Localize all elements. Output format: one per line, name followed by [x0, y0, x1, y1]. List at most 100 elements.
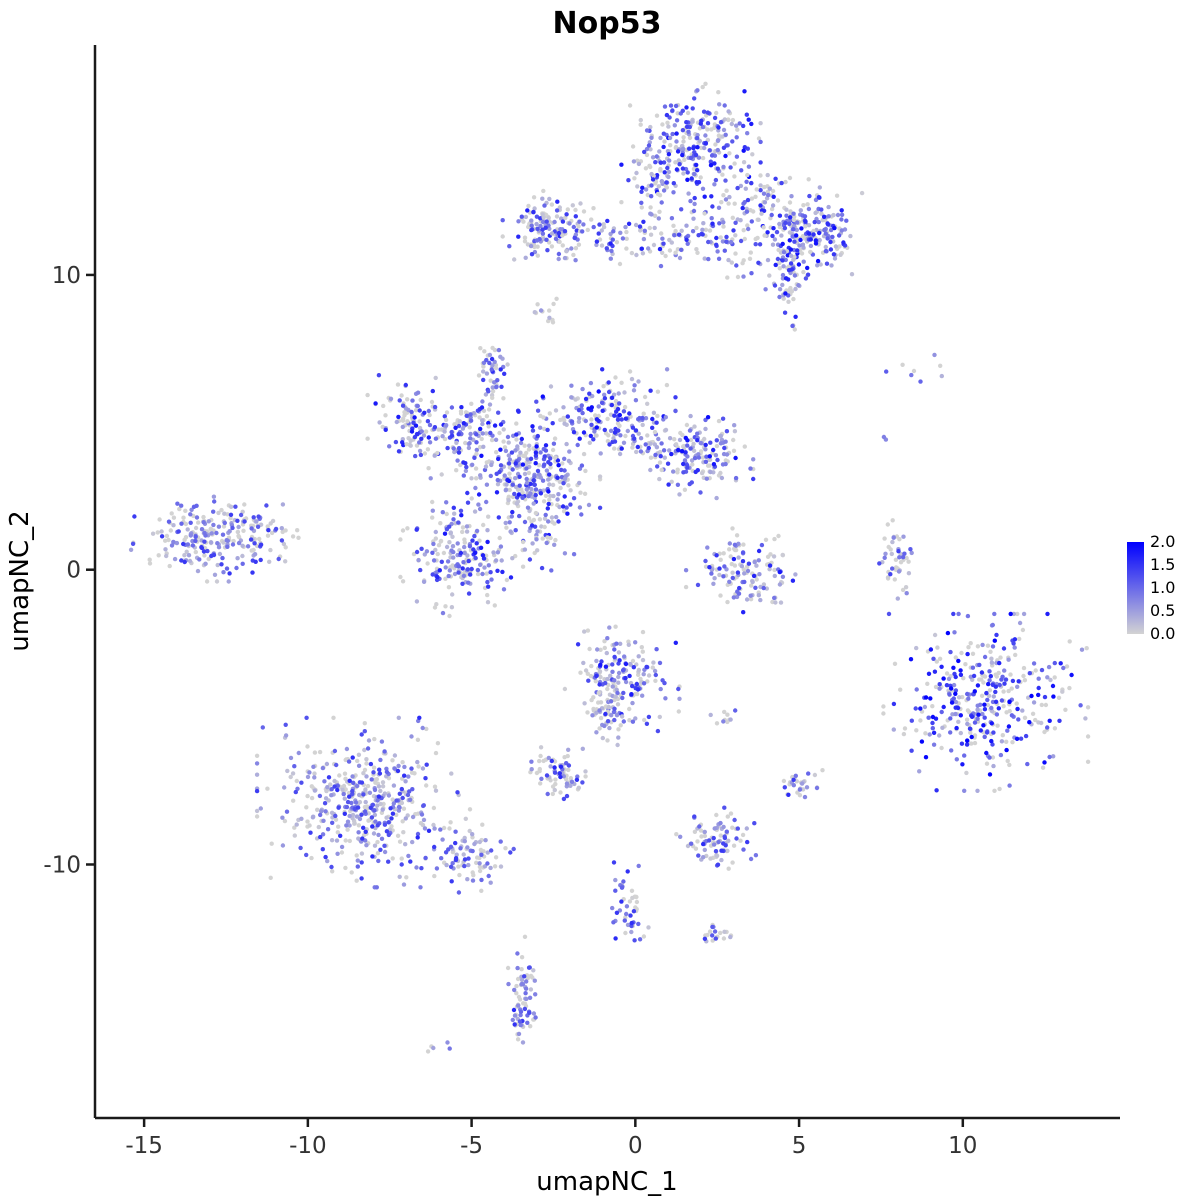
data-point [691, 145, 696, 151]
data-point [548, 465, 553, 470]
data-point [569, 395, 574, 400]
data-point [989, 656, 994, 661]
data-point [741, 610, 746, 615]
data-point [292, 833, 297, 838]
data-point [717, 102, 722, 107]
data-point [726, 257, 731, 263]
data-point [543, 225, 548, 230]
data-point [649, 171, 654, 177]
data-point [290, 534, 296, 539]
data-point [467, 544, 473, 549]
data-point [817, 230, 822, 236]
data-point [449, 405, 455, 410]
data-point [531, 478, 536, 483]
data-point [690, 462, 695, 467]
data-point [525, 1020, 530, 1025]
data-point [522, 1006, 528, 1012]
data-point [712, 182, 717, 187]
data-point [530, 428, 536, 433]
data-point [495, 550, 501, 555]
data-point [467, 425, 472, 430]
data-point [485, 600, 491, 605]
data-point [569, 779, 575, 784]
data-point [507, 487, 512, 493]
data-point [204, 579, 210, 584]
data-point [731, 595, 736, 600]
data-point [431, 541, 436, 547]
data-point [456, 423, 462, 429]
data-point [882, 536, 887, 541]
data-point [738, 238, 744, 244]
data-point [751, 476, 756, 482]
data-point [379, 836, 385, 841]
data-point [201, 549, 207, 554]
y-tick-label: 10 [52, 263, 81, 289]
data-point [649, 194, 654, 199]
data-point [492, 359, 497, 365]
data-point [514, 983, 519, 989]
data-point [685, 443, 690, 448]
data-point [718, 120, 724, 125]
data-point [361, 825, 366, 830]
data-point [718, 593, 723, 598]
data-point [731, 437, 736, 443]
data-point [356, 830, 361, 835]
data-point [814, 785, 820, 791]
data-point [707, 454, 712, 459]
data-point [962, 753, 967, 758]
data-point [782, 310, 788, 315]
data-point [377, 767, 382, 772]
data-point [745, 197, 751, 203]
data-point [712, 161, 717, 166]
data-point [650, 665, 655, 670]
data-point [659, 467, 664, 473]
data-point [472, 455, 477, 460]
data-point [798, 237, 803, 243]
data-point [923, 731, 928, 736]
data-point [607, 725, 612, 731]
data-point [512, 257, 517, 262]
legend-gradient-bar [1127, 542, 1144, 634]
data-point [685, 170, 690, 175]
data-point [938, 363, 943, 368]
data-point [612, 413, 617, 418]
data-point [405, 397, 410, 402]
data-point [785, 253, 790, 258]
data-point [599, 243, 605, 248]
data-point [270, 518, 276, 524]
data-point [578, 670, 583, 675]
data-point [619, 380, 624, 385]
data-point [777, 287, 783, 292]
data-point [490, 345, 495, 351]
data-point [470, 538, 475, 543]
data-point [1013, 652, 1018, 658]
data-point [426, 408, 431, 414]
data-point [589, 422, 594, 427]
data-point [507, 471, 512, 476]
data-point [766, 192, 771, 198]
data-point [780, 276, 786, 281]
data-point [465, 877, 470, 882]
data-point [913, 706, 918, 711]
data-point [756, 558, 761, 563]
data-point [775, 256, 781, 262]
data-point [815, 263, 820, 268]
data-point [364, 843, 369, 848]
data-point [411, 551, 417, 557]
data-point [571, 430, 577, 435]
data-point [586, 406, 591, 411]
data-point [619, 714, 625, 719]
data-point [342, 771, 348, 776]
data-point [984, 761, 990, 766]
data-point [378, 788, 383, 794]
data-point [698, 449, 704, 454]
data-point [658, 454, 663, 459]
data-point [434, 866, 440, 871]
data-point [1000, 733, 1005, 738]
data-point [230, 542, 236, 547]
data-point [461, 852, 466, 857]
data-point [765, 257, 771, 263]
data-point [596, 231, 601, 236]
data-point [505, 965, 511, 971]
